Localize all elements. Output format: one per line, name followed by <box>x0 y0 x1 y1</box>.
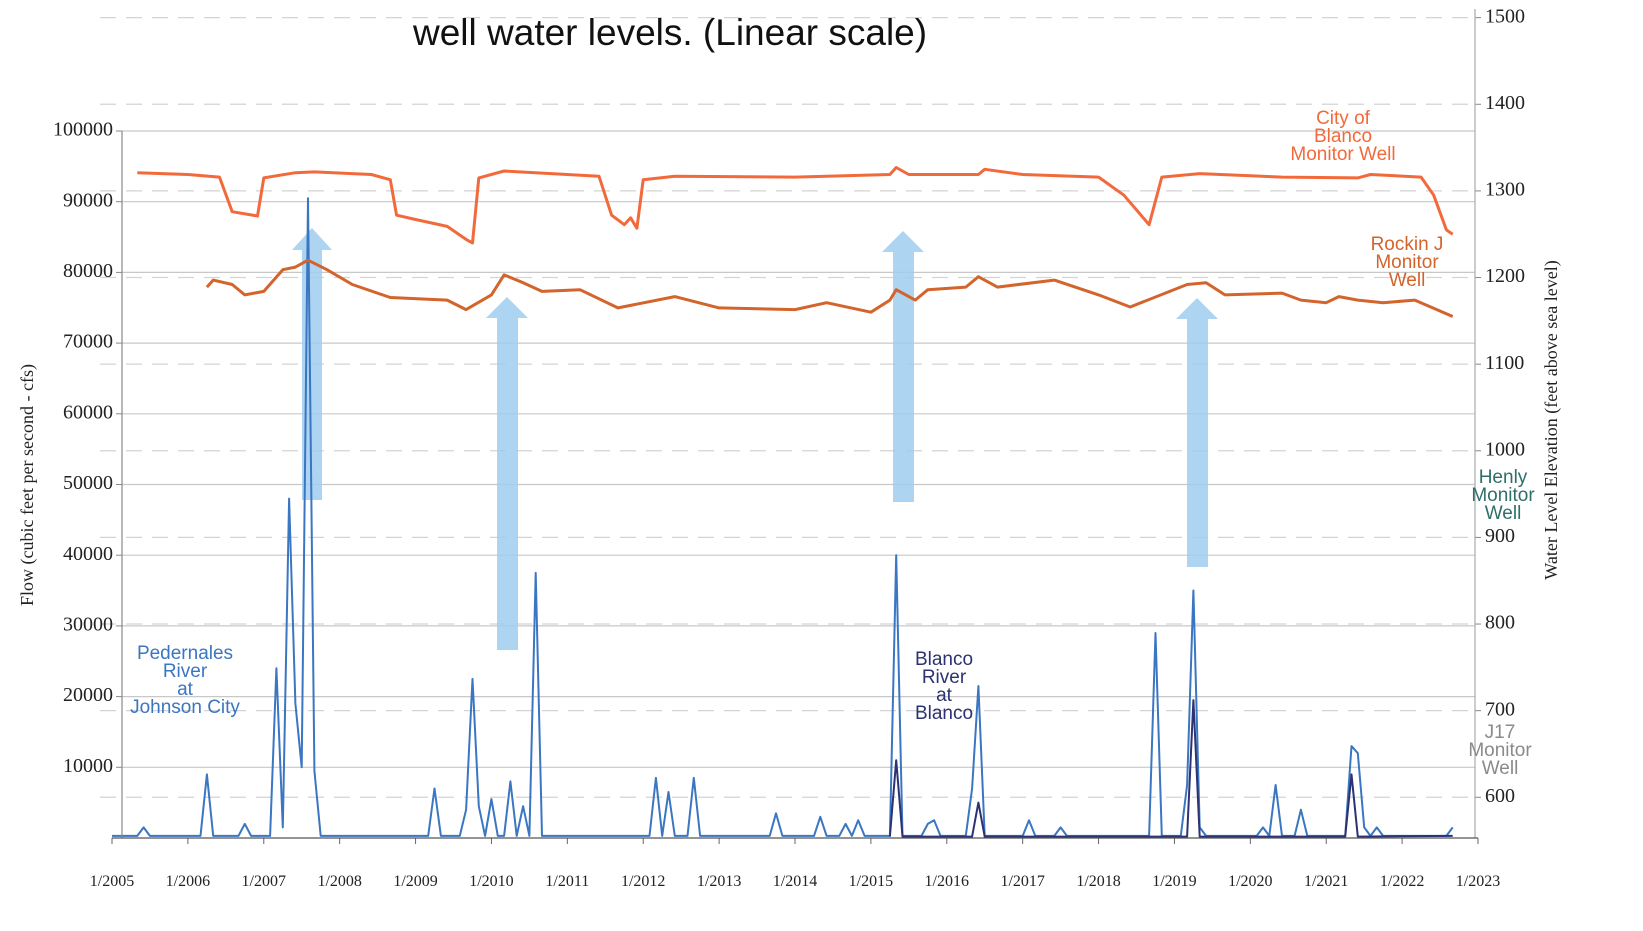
y-tick-label: 30000 <box>63 613 113 635</box>
y-tick-label: 20000 <box>63 684 113 706</box>
series-label: Pedernales River at Johnson City <box>130 643 240 718</box>
y-tick-label: 40000 <box>63 543 113 565</box>
series-label: Rockin J Monitor Well <box>1370 234 1444 291</box>
y2-tick-label: 1000 <box>1485 438 1525 460</box>
series-line <box>137 166 1454 245</box>
y2-axis-label: Water Level Elevation (feet above sea le… <box>1541 260 1562 579</box>
y2-tick-label: 900 <box>1485 525 1515 547</box>
series-line <box>205 258 1454 318</box>
series-label: City of Blanco Monitor Well <box>1290 108 1396 165</box>
x-tick-label: 1/2014 <box>773 873 817 890</box>
y-tick-label: 50000 <box>63 472 113 494</box>
y2-tick-label: 1100 <box>1485 352 1524 374</box>
x-tick-label: 1/2009 <box>393 873 437 890</box>
arrow <box>1176 298 1218 567</box>
axes: 10000 20000 30000 40000 50000 60000 70000 80000… <box>53 5 1525 890</box>
y2-tick-label: 600 <box>1485 785 1515 807</box>
y2-tick-label: 800 <box>1485 612 1515 634</box>
x-tick-label: 1/2021 <box>1304 873 1348 890</box>
x-tick-label: 1/2018 <box>1076 873 1120 890</box>
x-tick-label: 1/2015 <box>849 873 893 890</box>
x-tick-label: 1/2023 <box>1456 873 1500 890</box>
arrow <box>486 297 528 650</box>
x-tick-label: 1/2010 <box>469 873 513 890</box>
y-tick-label: 70000 <box>63 331 113 353</box>
x-tick-label: 1/2005 <box>90 873 134 890</box>
series-line <box>888 699 1453 838</box>
x-tick-label: 1/2007 <box>242 873 286 890</box>
arrow <box>292 228 332 500</box>
x-tick-label: 1/2011 <box>545 873 589 890</box>
y2-tick-label: 1200 <box>1485 265 1525 287</box>
y-tick-label: 60000 <box>63 401 113 423</box>
chart-title: well water levels. (Linear scale) <box>413 12 928 53</box>
y2-tick-label: 1500 <box>1485 5 1525 27</box>
grid <box>100 17 1475 798</box>
arrow <box>882 231 924 502</box>
x-tick-label: 1/2019 <box>1152 873 1196 890</box>
y-tick-label: 10000 <box>63 755 113 777</box>
y-tick-label: 100000 <box>53 119 113 141</box>
arrows <box>292 228 1218 650</box>
annotation: J17 Monitor Well <box>1468 722 1532 779</box>
annotation: Henly Monitor Well <box>1471 467 1535 524</box>
x-tick-label: 1/2017 <box>1000 873 1044 890</box>
y2-tick-label: 1300 <box>1485 179 1525 201</box>
y-tick-label: 90000 <box>63 189 113 211</box>
y-tick-label: 80000 <box>63 260 113 282</box>
y2-tick-label: 1400 <box>1485 92 1525 114</box>
y-axis-label: Flow (cubic feet per second - cfs) <box>17 364 38 606</box>
x-tick-label: 1/2020 <box>1228 873 1272 890</box>
lines <box>112 166 1454 838</box>
x-tick-label: 1/2012 <box>621 873 665 890</box>
x-tick-label: 1/2016 <box>925 873 969 890</box>
x-tick-label: 1/2013 <box>697 873 741 890</box>
series-label: Blanco River at Blanco <box>914 649 974 724</box>
y2-tick-label: 700 <box>1485 698 1515 720</box>
x-tick-label: 1/2008 <box>317 873 361 890</box>
x-tick-label: 1/2006 <box>166 873 210 890</box>
x-tick-label: 1/2022 <box>1380 873 1424 890</box>
